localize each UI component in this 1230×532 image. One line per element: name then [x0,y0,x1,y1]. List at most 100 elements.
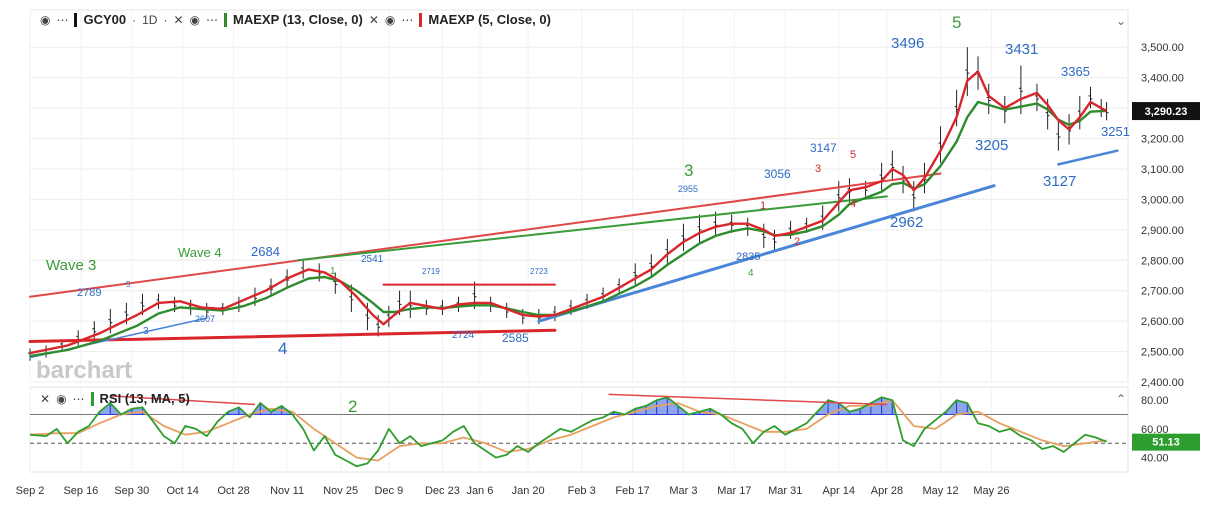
ma-series-line [29,100,1107,358]
rsi-label: RSI (13, MA, 5) [99,391,190,406]
x-tick-label: Sep 2 [16,485,45,497]
wave-annotation: 2 [348,397,357,416]
trendline [29,172,942,298]
price-panel [29,9,1129,383]
wave-annotation: 4 [850,198,856,210]
symbol-swatch [74,12,78,27]
more-icon[interactable]: ⋯ [56,12,69,27]
ma-series-line [29,70,1108,355]
price-tick-label: 2,700.00 [1141,286,1184,298]
rsi-trendline [110,395,256,406]
x-tick-label: May 26 [973,485,1009,497]
rsi-trendline [608,393,888,406]
ma5-swatch [419,12,423,27]
eye-icon[interactable]: ◉ [189,12,201,27]
interval-label: 1D [142,12,158,27]
x-tick-label: Nov 11 [270,485,304,497]
more-icon[interactable]: ⋯ [206,12,219,27]
x-tick-label: Sep 30 [114,485,149,497]
x-tick-label: Jan 6 [466,485,493,497]
price-tick-label: 2,600.00 [1141,316,1184,328]
trendline [296,195,888,262]
price-tick-label: 3,000.00 [1141,194,1184,206]
rsi-panel [29,386,1129,473]
x-tick-label: Mar 3 [669,485,697,497]
wave-annotation: 1 [330,266,336,277]
price-tick-label: 2,500.00 [1141,347,1184,359]
x-tick-label: Dec 9 [374,485,403,497]
x-tick-label: Dec 23 [425,485,460,497]
x-tick-label: Mar 17 [717,485,751,497]
wave-annotation: 2607 [195,314,215,324]
wave-annotation: 4 [748,268,754,279]
wave-annotation: 2541 [361,254,384,265]
wave-annotation: 3127 [1043,173,1076,190]
wave-annotation: 2835 [736,251,760,263]
wave-annotation: 5 [952,13,961,32]
wave-annotation: 3205 [975,137,1008,154]
rsi-series-line [29,396,1107,468]
wave-annotation: 1 [760,200,766,212]
ma13-label: MAEXP (13, Close, 0) [233,12,363,27]
wave-annotation: 3056 [764,167,791,181]
x-tick-label: Oct 14 [166,485,198,497]
price-tick-label: 2,400.00 [1141,377,1184,389]
wave-annotation: 2 [794,236,800,248]
wave-annotation: Wave 4 [178,245,222,260]
price-tick-label: 3,100.00 [1141,164,1184,176]
current-rsi-badge [1132,433,1200,451]
price-tick-label: 3,400.00 [1141,73,1184,85]
more-icon[interactable]: ⋯ [401,12,414,27]
trendline [28,328,557,344]
wave-annotation: 3 [815,163,821,175]
wave-annotation: 2955 [678,184,698,194]
price-tick-label: 2,800.00 [1141,255,1184,267]
close-icon[interactable]: ✕ [368,12,379,27]
chevron-up-icon[interactable]: ⌃ [1116,392,1127,406]
symbol-label: GCY00 [83,12,127,27]
wave-annotation: 3147 [810,141,837,155]
close-icon[interactable]: ✕ [40,391,51,406]
wave-annotation: 2723 [530,267,548,276]
rsi-tick-label: 40.00 [1141,453,1169,465]
wave-annotation: 2585 [502,331,529,345]
eye-icon[interactable]: ◉ [40,12,51,27]
eye-icon[interactable]: ◉ [56,391,67,406]
wave-annotation: 5 [850,149,856,161]
current-rsi-label: 51.13 [1152,437,1180,449]
wave-annotation: Wave 3 [46,257,96,274]
rsi-legend: ✕ ◉ ⋯ RSI (13, MA, 5) [40,391,190,406]
wave-annotation: 2724 [452,330,475,341]
price-tick-label: 2,900.00 [1141,225,1184,237]
current-price-badge [1132,102,1200,121]
x-tick-label: Apr 14 [823,485,855,497]
ma13-swatch [224,12,228,27]
wave-annotation: 3 [143,326,149,337]
wave-annotation: 2684 [251,244,280,259]
x-tick-label: Oct 28 [217,485,249,497]
trendline [537,184,996,323]
wave-annotation: 3 [684,161,693,180]
x-tick-label: Nov 25 [323,485,358,497]
x-tick-label: Feb 17 [615,485,649,497]
wave-annotation: 5 [126,280,131,289]
rsi-tick-label: 60.00 [1141,424,1169,436]
x-tick-label: Mar 31 [768,485,802,497]
current-price-label: 3,290.23 [1145,106,1188,118]
rsi-swatch [90,391,94,406]
close-icon[interactable]: ✕ [173,12,184,27]
wave-annotation: 2719 [422,267,440,276]
wave-annotation: 3251 [1101,124,1130,139]
x-tick-label: Feb 3 [568,485,596,497]
price-legend: ◉ ⋯ GCY00 · 1D · ✕ ◉ ⋯ MAEXP (13, Close,… [40,12,551,27]
chevron-down-icon[interactable]: ⌄ [1116,14,1127,28]
eye-icon[interactable]: ◉ [384,12,396,27]
more-icon[interactable]: ⋯ [72,391,85,406]
rsi-tick-label: 80.00 [1141,395,1169,407]
price-tick-label: 3,500.00 [1141,42,1184,54]
wave-annotation: 3496 [891,35,924,52]
trendline [1057,149,1119,166]
x-tick-label: Sep 16 [63,485,98,497]
watermark: barchart [36,357,132,384]
